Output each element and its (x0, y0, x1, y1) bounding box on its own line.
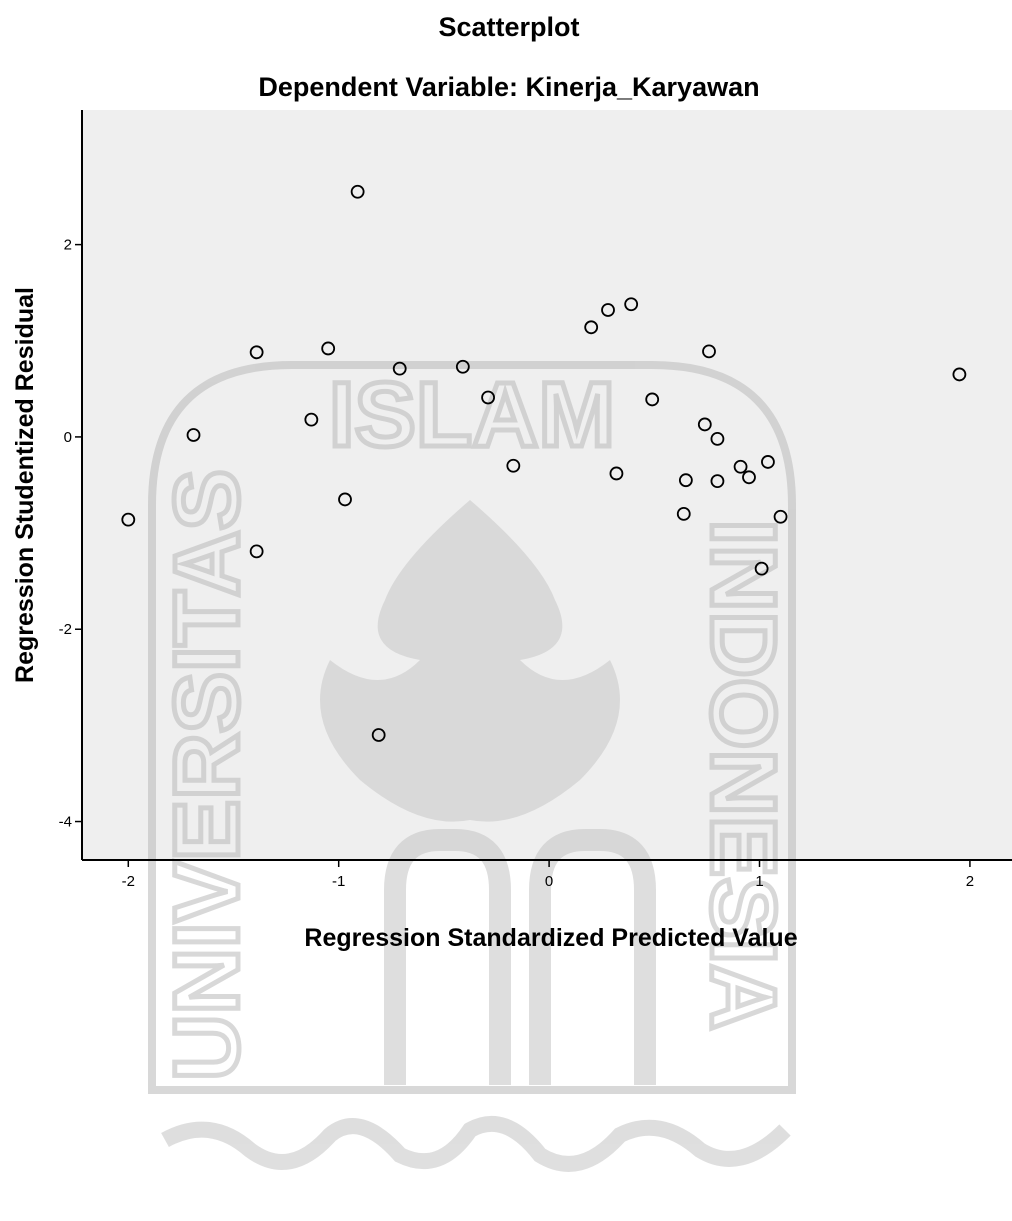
chart-subtitle: Dependent Variable: Kinerja_Karyawan (258, 72, 759, 102)
scatter-point (754, 561, 769, 576)
watermark-seal: ISLAM UNIVERSITAS INDONESIA (148, 361, 797, 1172)
scatter-point (710, 474, 725, 489)
scatter-point (624, 297, 639, 312)
scatter-point (645, 392, 660, 407)
chart-title: Scatterplot (438, 12, 579, 42)
watermark-arabic-script (161, 1115, 791, 1172)
scatter-point (676, 506, 691, 521)
scatter-point (321, 341, 336, 356)
scatter-point (584, 320, 599, 335)
x-axis-label: Regression Standardized Predicted Value (304, 924, 797, 952)
scatter-point (733, 459, 748, 474)
x-tick-label: 1 (755, 873, 763, 890)
scatter-point (371, 728, 386, 742)
x-tick-label: -2 (122, 873, 135, 890)
scatter-points (121, 184, 967, 742)
scatter-point (952, 367, 967, 382)
y-axis: -4 -2 0 2 (59, 237, 82, 831)
scatter-point (304, 412, 319, 427)
watermark-arches (384, 829, 656, 1085)
y-tick-label: 2 (64, 237, 72, 254)
scatter-point (506, 458, 521, 473)
watermark-leaf (320, 500, 620, 822)
scatter-point (742, 470, 756, 485)
scatter-point (609, 466, 624, 481)
scatter-point (481, 390, 495, 405)
watermark-text-right: INDONESIA (692, 519, 794, 1030)
watermark-seal-outline (148, 361, 796, 1094)
x-axis: -2 -1 0 1 2 (122, 860, 974, 890)
scatter-point (710, 431, 725, 446)
y-tick-label: -4 (59, 814, 72, 831)
watermark-text-top: ISLAM (329, 364, 615, 466)
watermark-text-left: UNIVERSITAS (156, 469, 258, 1081)
scatter-point (121, 512, 136, 527)
scatter-point (249, 345, 264, 360)
scatter-point (249, 544, 264, 559)
y-tick-label: -2 (59, 621, 72, 638)
scatter-point (773, 509, 788, 524)
scatter-point (702, 344, 716, 359)
scatter-point (455, 359, 470, 374)
x-tick-label: -1 (332, 873, 345, 890)
scatter-point (678, 473, 693, 488)
scatter-point (761, 455, 775, 469)
scatter-point (697, 417, 712, 432)
scatter-point (186, 428, 201, 442)
y-axis-label: Regression Studentized Residual (11, 287, 39, 683)
x-tick-label: 2 (966, 873, 974, 890)
scatter-point (392, 361, 407, 376)
scatter-point (350, 184, 365, 199)
scatter-point (601, 303, 615, 317)
y-tick-label: 0 (64, 429, 72, 446)
scatter-point (338, 492, 352, 507)
x-tick-label: 0 (545, 873, 553, 890)
